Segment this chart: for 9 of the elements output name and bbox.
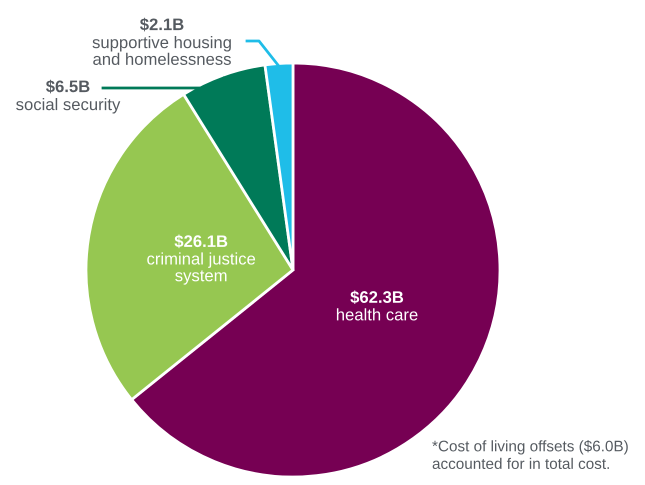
data-label: $6.5B bbox=[46, 80, 90, 94]
slice-label: health care bbox=[336, 308, 418, 321]
data-label: $2.1B bbox=[140, 18, 184, 32]
data-label: $26.1B bbox=[174, 234, 228, 248]
slice-label: social security bbox=[16, 98, 120, 114]
text: *Cost of living offsets ($6.0B) accounted for in total cost. bbox=[432, 440, 628, 470]
data-label: $62.3B bbox=[350, 290, 404, 304]
slice-label: criminal justice system bbox=[147, 252, 256, 285]
slice-label: supportive housing and homelessness bbox=[92, 36, 231, 65]
